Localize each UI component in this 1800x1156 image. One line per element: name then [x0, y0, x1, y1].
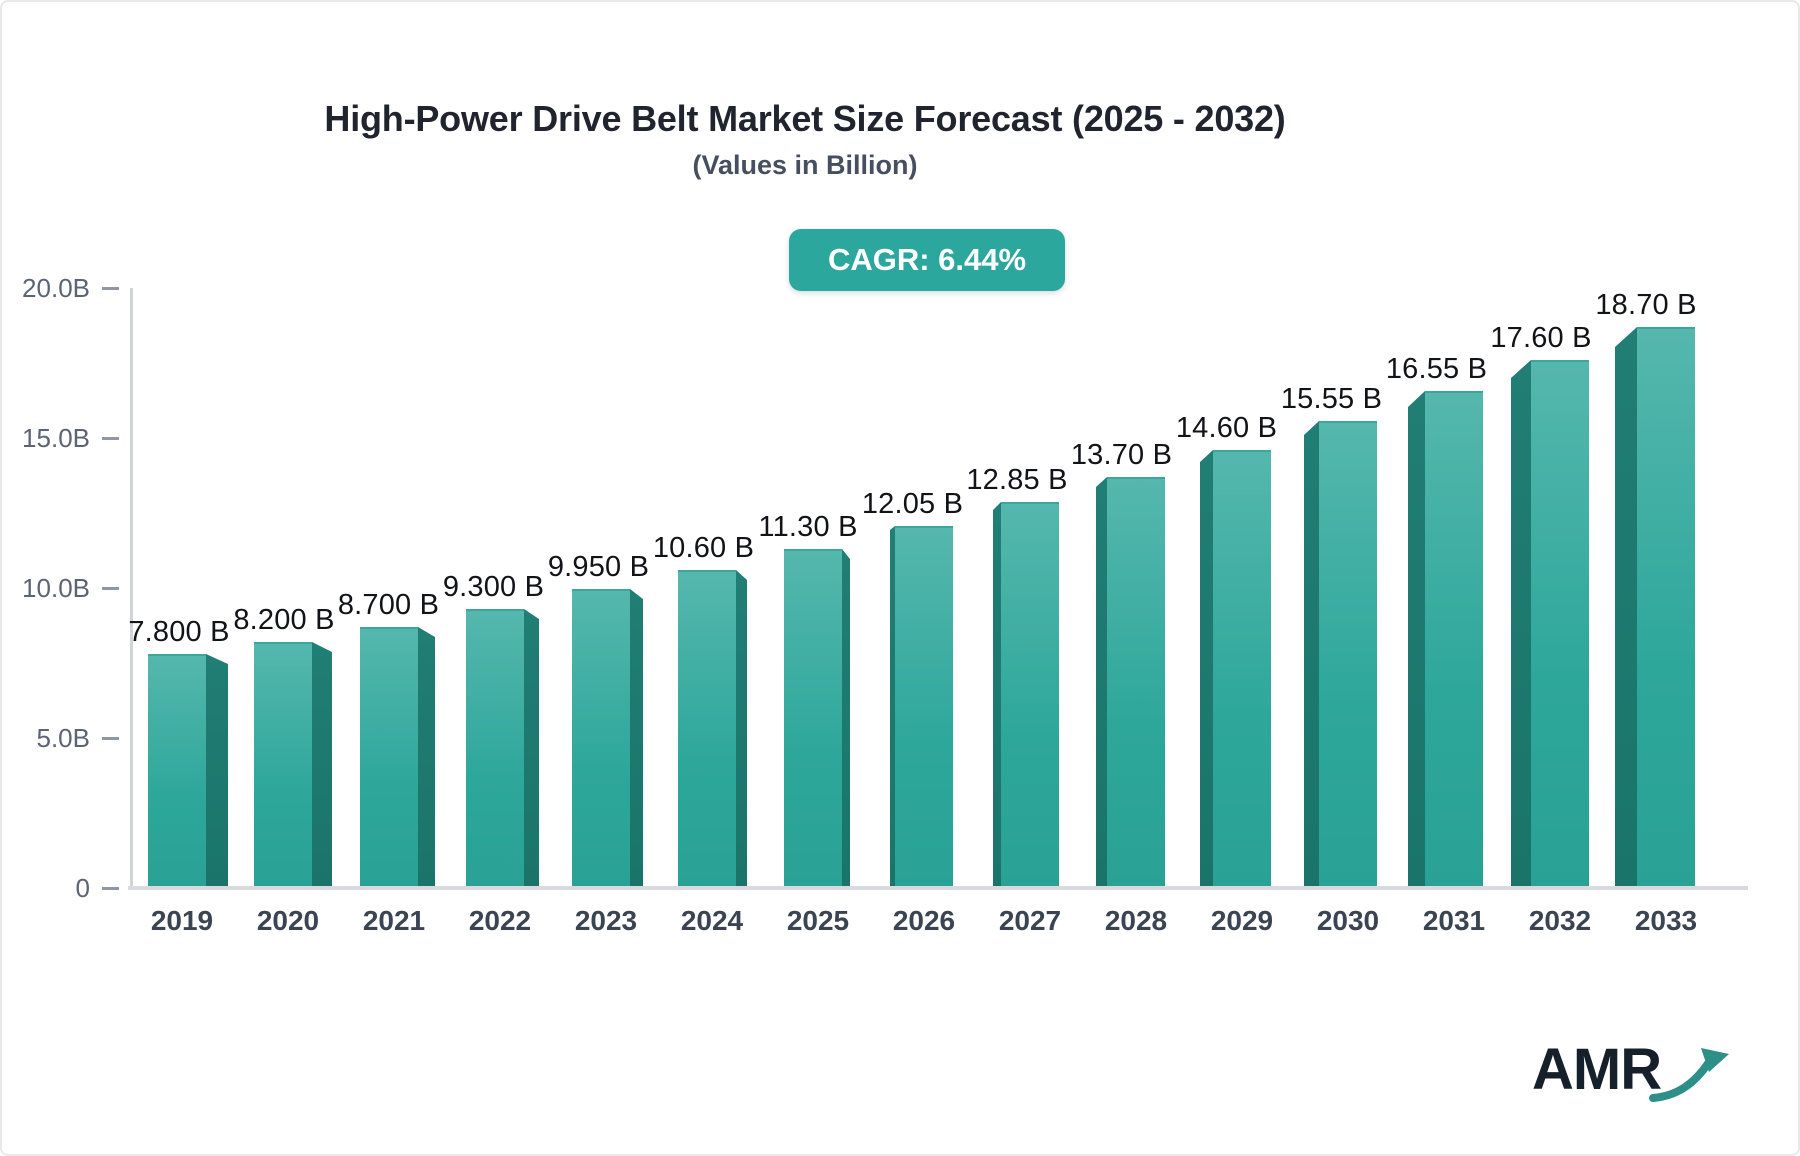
bar-value-label: 12.05 B: [861, 488, 964, 520]
bar-face: [1213, 450, 1271, 888]
x-tick-label-2021: 2021: [362, 905, 426, 936]
y-tick-label: 20.0B: [22, 273, 90, 303]
x-tick-label-2032: 2032: [1528, 905, 1592, 936]
bar-face: [254, 642, 312, 888]
y-tick-label: 15.0B: [22, 423, 90, 453]
x-tick-label-2029: 2029: [1210, 905, 1274, 936]
y-tick-mark: [102, 587, 119, 590]
bar-value-label: 8.700 B: [337, 589, 440, 621]
bar-value-label: 18.70 B: [1595, 289, 1697, 321]
x-tick-label-2023: 2023: [574, 905, 638, 936]
y-tick-mark: [102, 737, 119, 740]
x-axis-line: [128, 886, 1748, 890]
bar-face: [678, 570, 736, 888]
bar-2032[interactable]: [1511, 360, 1589, 888]
x-tick-label-2024: 2024: [680, 905, 744, 936]
chart-subtitle: (Values in Billion): [692, 150, 918, 180]
bar-side: [418, 627, 435, 888]
y-axis-line: [130, 288, 133, 888]
bar-2031[interactable]: [1408, 391, 1483, 888]
cagr-badge: CAGR: 6.44%: [789, 229, 1065, 291]
bar-face: [466, 609, 524, 888]
bar-face: [1637, 327, 1695, 888]
bar-2029[interactable]: [1200, 450, 1271, 888]
bar-side: [1200, 450, 1213, 888]
bar-face: [784, 549, 842, 888]
x-tick-label-2030: 2030: [1316, 905, 1380, 936]
x-tick-label-2027: 2027: [998, 905, 1062, 936]
bar-2022[interactable]: [466, 609, 539, 888]
bar-value-label: 16.55 B: [1385, 353, 1488, 385]
bar-2027[interactable]: [993, 502, 1059, 888]
bar-side: [890, 526, 895, 888]
chart-title: High-Power Drive Belt Market Size Foreca…: [324, 98, 1286, 139]
bar-face: [1001, 502, 1059, 888]
bar-2019[interactable]: [148, 654, 228, 888]
bar-face: [1107, 477, 1165, 888]
bar-side: [1304, 421, 1319, 888]
amr-logo-text: AMR: [1532, 1037, 1662, 1102]
bar-face: [895, 526, 953, 888]
bar-value-label: 7.800 B: [128, 616, 230, 648]
bar-face: [572, 589, 630, 888]
y-tick-label: 5.0B: [36, 723, 91, 753]
bar-face: [360, 627, 418, 888]
bar-side: [1096, 477, 1107, 888]
bar-2026[interactable]: [890, 526, 953, 888]
bar-2028[interactable]: [1096, 477, 1165, 888]
y-tick-mark: [102, 437, 119, 440]
bar-value-label: 14.60 B: [1175, 412, 1278, 444]
bar-value-label: 11.30 B: [758, 511, 858, 543]
bar-2020[interactable]: [254, 642, 332, 888]
bar-side: [1615, 327, 1637, 888]
bar-value-label: 9.950 B: [547, 551, 650, 583]
bar-side: [630, 589, 643, 888]
x-tick-label-2033: 2033: [1634, 905, 1698, 936]
x-tick-label-2031: 2031: [1422, 905, 1486, 936]
bar-2021[interactable]: [360, 627, 435, 888]
bar-2033[interactable]: [1615, 327, 1695, 888]
bar-2023[interactable]: [572, 589, 643, 888]
bar-side: [206, 654, 228, 888]
bar-side: [842, 549, 850, 888]
bar-2030[interactable]: [1304, 421, 1377, 888]
bar-side: [736, 570, 747, 888]
x-tick-label-2028: 2028: [1104, 905, 1168, 936]
bar-value-label: 10.60 B: [652, 532, 755, 564]
bar-side: [993, 502, 1001, 888]
trend-arrow-icon: [1649, 1048, 1730, 1102]
y-tick-label: 10.0B: [22, 573, 90, 603]
bar-face: [148, 654, 206, 888]
bar-value-label: 9.300 B: [442, 571, 545, 603]
bar-face: [1319, 421, 1377, 888]
x-tick-label-2019: 2019: [150, 905, 214, 936]
bar-side: [1511, 360, 1531, 888]
y-tick-label: 0: [75, 873, 90, 903]
bar-side: [1408, 391, 1425, 888]
bar-value-label: 13.70 B: [1070, 439, 1173, 471]
bar-side: [524, 609, 539, 888]
bar-side: [312, 642, 332, 888]
bar-value-label: 15.55 B: [1280, 383, 1383, 415]
x-tick-label-2022: 2022: [468, 905, 532, 936]
y-tick-mark: [102, 287, 119, 290]
x-tick-label-2020: 2020: [256, 905, 320, 936]
bar-2024[interactable]: [678, 570, 747, 888]
bar-2025[interactable]: [784, 549, 850, 888]
bar-value-label: 8.200 B: [233, 604, 335, 636]
bar-value-label: 17.60 B: [1490, 322, 1592, 354]
bar-face: [1425, 391, 1483, 888]
x-tick-label-2026: 2026: [892, 905, 956, 936]
x-tick-label-2025: 2025: [786, 905, 850, 936]
y-tick-mark: [102, 887, 119, 890]
bar-face: [1531, 360, 1589, 888]
amr-logo: AMR: [1532, 1038, 1733, 1106]
bar-value-label: 12.85 B: [966, 464, 1068, 496]
